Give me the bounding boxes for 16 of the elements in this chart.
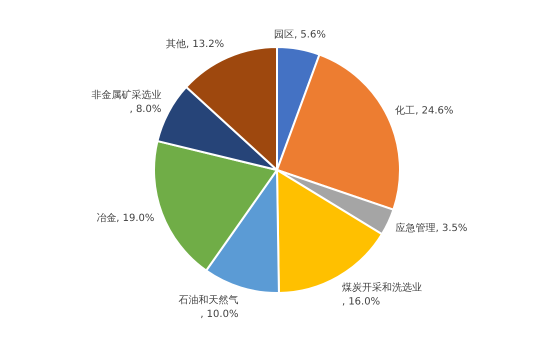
slice-label: 非金属矿采选业 bbox=[91, 88, 162, 101]
data-label: , 16.0% bbox=[342, 296, 380, 308]
data-label: , 8.0% bbox=[130, 104, 162, 115]
slice-label: 煤炭开采和洗选业 bbox=[342, 282, 422, 294]
slice-label: 冶金 bbox=[96, 212, 116, 224]
data-label: , 3.5% bbox=[436, 222, 468, 234]
data-label: , 19.0% bbox=[116, 212, 154, 224]
data-label: , 10.0% bbox=[200, 309, 238, 320]
slice-label: 其他 bbox=[166, 38, 186, 50]
slice-label: 园区 bbox=[274, 30, 294, 41]
slice-label: 化工 bbox=[395, 104, 416, 117]
data-label: , 13.2% bbox=[186, 39, 224, 50]
data-label: , 5.6% bbox=[294, 30, 326, 41]
data-label: , 24.6% bbox=[415, 106, 454, 117]
slice-label: 应急管理 bbox=[396, 222, 436, 234]
slice-label: 石油和天然气 bbox=[178, 294, 238, 306]
